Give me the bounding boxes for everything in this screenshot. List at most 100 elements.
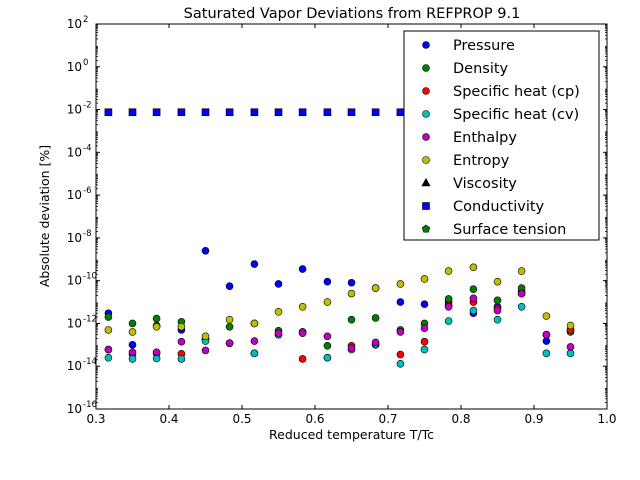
- x-tick-label: 0.4: [159, 412, 178, 426]
- legend-marker: [422, 202, 430, 210]
- data-point: [225, 322, 234, 331]
- data-point: [323, 342, 332, 350]
- data-point: [201, 246, 210, 255]
- data-point: [347, 315, 356, 324]
- series-entropy: [104, 263, 575, 341]
- data-point: [444, 295, 453, 303]
- data-point: [396, 350, 405, 359]
- series-enthalpy: [104, 289, 575, 357]
- data-point: [152, 108, 161, 117]
- x-tick-label: 0.5: [232, 412, 251, 426]
- y-tick-exponent: -14: [83, 357, 97, 367]
- y-tick-label: 10: [67, 316, 82, 330]
- data-point: [177, 337, 186, 346]
- y-tick-exponent: -6: [83, 186, 91, 196]
- data-point: [420, 300, 429, 308]
- legend-entries: Pressure Density Specific heat (cp) Specifi…: [421, 38, 580, 238]
- legend-label: Specific heat (cv): [453, 107, 579, 123]
- data-point: [396, 328, 405, 336]
- data-point: [177, 322, 186, 331]
- data-point: [396, 108, 405, 117]
- data-point: [323, 277, 332, 286]
- legend-marker: [422, 64, 430, 72]
- data-point: [469, 306, 478, 315]
- data-point: [201, 108, 210, 117]
- legend-label: Pressure: [453, 38, 515, 54]
- data-point: [104, 353, 113, 362]
- data-point: [177, 108, 186, 117]
- y-tick-exponent: 2: [83, 15, 88, 25]
- data-point: [469, 285, 478, 293]
- data-point: [128, 108, 137, 117]
- data-point: [274, 329, 283, 337]
- x-tick-label: 0.6: [305, 412, 324, 426]
- data-point: [323, 108, 332, 117]
- data-point: [152, 314, 161, 323]
- data-point: [274, 308, 283, 316]
- data-point: [371, 108, 380, 117]
- data-point: [152, 322, 161, 331]
- data-point: [128, 328, 137, 336]
- data-point: [347, 108, 356, 117]
- data-point: [396, 280, 405, 288]
- legend-label: Conductivity: [453, 199, 545, 215]
- x-tick-label: 0.3: [86, 412, 105, 426]
- x-axis: 0.3 0.4 0.5 0.6 0.7 0.8 0.9 1.0: [86, 24, 617, 426]
- legend-label: Density: [453, 61, 509, 77]
- data-series: [104, 108, 575, 368]
- legend-marker: [422, 133, 430, 141]
- data-point: [493, 296, 502, 305]
- data-point: [566, 349, 575, 358]
- data-point: [323, 353, 332, 362]
- y-tick-label: 10: [67, 17, 82, 31]
- y-tick-label: 10: [67, 103, 82, 117]
- data-point: [225, 315, 234, 324]
- data-point: [493, 315, 502, 324]
- legend-marker: [421, 224, 431, 233]
- data-point: [347, 278, 356, 287]
- data-point: [323, 298, 332, 306]
- data-point: [250, 108, 259, 117]
- x-tick-label: 0.8: [451, 412, 470, 426]
- y-tick-base: 10: [67, 188, 82, 202]
- data-point: [542, 312, 551, 320]
- data-point: [104, 108, 113, 117]
- data-point: [542, 330, 551, 339]
- data-point: [250, 349, 259, 358]
- data-point: [152, 348, 161, 357]
- data-point: [298, 329, 307, 337]
- legend-marker: [422, 156, 430, 164]
- data-point: [493, 306, 502, 315]
- y-tick-base: 10: [67, 316, 82, 330]
- data-point: [225, 339, 234, 347]
- legend-box: [403, 30, 600, 241]
- data-point: [444, 267, 453, 275]
- y-tick-base: 10: [67, 402, 82, 416]
- data-point: [104, 313, 113, 321]
- data-point: [201, 332, 210, 341]
- data-point: [298, 355, 307, 363]
- legend-marker: [422, 110, 430, 118]
- y-tick-label: 10: [67, 359, 82, 373]
- data-point: [177, 355, 186, 363]
- y-tick-exponent: -8: [83, 229, 91, 239]
- data-point: [104, 345, 113, 354]
- data-point: [250, 260, 259, 268]
- data-point: [104, 326, 113, 334]
- data-point: [566, 321, 575, 330]
- data-point: [396, 359, 405, 368]
- data-point: [493, 277, 502, 286]
- data-point: [444, 317, 453, 325]
- data-point: [542, 337, 551, 345]
- data-point: [323, 332, 332, 341]
- data-point: [298, 108, 307, 117]
- y-tick-base: 10: [67, 274, 82, 288]
- data-point: [420, 337, 429, 346]
- data-point: [371, 284, 380, 292]
- y-tick-base: 10: [67, 103, 82, 117]
- data-point: [420, 324, 429, 332]
- x-tick-label: 0.9: [524, 412, 543, 426]
- y-tick-label: 10: [67, 402, 82, 416]
- y-tick-exponent: -16: [83, 400, 97, 410]
